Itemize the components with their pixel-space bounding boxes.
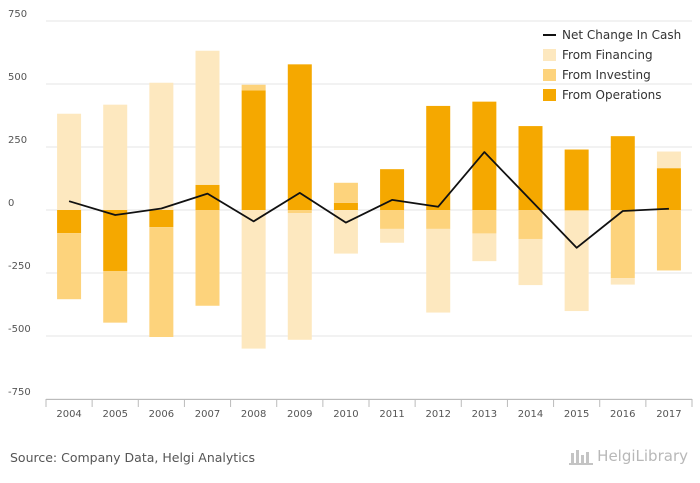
bar-from-investing-2017 <box>656 210 681 271</box>
bar-from-financing-2007 <box>195 50 220 185</box>
net-change-in-cash-line <box>68 151 669 249</box>
bar-from-investing-2012 <box>426 210 451 229</box>
x-tick-label: 2007 <box>195 409 220 420</box>
legend: Net Change In Cash From Financing From Inv… <box>543 28 681 102</box>
brand-logo[interactable]: HelgiLibrary <box>569 447 688 465</box>
bars <box>57 50 681 349</box>
bar-from-investing-2011 <box>380 210 405 229</box>
bar-from-operations-2010 <box>333 202 358 210</box>
bar-from-operations-2017 <box>656 168 681 210</box>
bar-from-financing-2014 <box>518 238 543 286</box>
x-tick-label: 2015 <box>564 409 589 420</box>
y-tick-label: 0 <box>8 198 14 209</box>
net-change-line <box>68 151 669 249</box>
bar-from-operations-2013 <box>472 101 497 210</box>
bar-from-investing-2016 <box>610 210 635 279</box>
bar-from-financing-2006 <box>149 82 174 210</box>
bar-from-investing-2010 <box>333 182 358 203</box>
legend-swatch-from-investing <box>543 69 556 81</box>
x-tick-label: 2005 <box>102 409 127 420</box>
bar-from-operations-2006 <box>149 210 174 228</box>
bar-from-investing-2015 <box>564 210 589 212</box>
bar-from-investing-2014 <box>518 210 543 239</box>
brand-name: HelgiLibrary <box>597 447 688 465</box>
bar-from-financing-2016 <box>610 278 635 285</box>
bar-from-operations-2016 <box>610 136 635 210</box>
bar-from-financing-2009 <box>287 213 312 340</box>
bar-from-financing-2013 <box>472 233 497 262</box>
bar-from-investing-2004 <box>57 233 82 300</box>
bar-from-investing-2009 <box>287 210 312 214</box>
legend-label-from-investing[interactable]: From Investing <box>562 68 651 82</box>
y-tick-label: 750 <box>8 9 27 20</box>
bar-from-financing-2012 <box>426 228 451 313</box>
x-tick-label: 2016 <box>610 409 635 420</box>
bar-from-financing-2017 <box>656 151 681 169</box>
bar-from-financing-2008 <box>241 210 266 349</box>
x-tick-label: 2004 <box>56 409 81 420</box>
legend-label-from-financing[interactable]: From Financing <box>562 48 653 62</box>
legend-swatch-from-operations <box>543 89 556 101</box>
bar-from-investing-2005 <box>103 270 128 323</box>
bar-from-operations-2008 <box>241 90 266 210</box>
bar-from-operations-2014 <box>518 126 543 210</box>
bar-from-investing-2008 <box>241 84 266 91</box>
x-tick-label: 2009 <box>287 409 312 420</box>
x-tick-label: 2017 <box>656 409 681 420</box>
x-tick-label: 2006 <box>149 409 174 420</box>
bar-from-investing-2007 <box>195 210 220 306</box>
y-tick-label: 500 <box>8 72 27 83</box>
bar-from-operations-2012 <box>426 105 451 210</box>
y-tick-label: -750 <box>8 387 31 398</box>
bar-from-financing-2015 <box>564 211 589 312</box>
bar-from-operations-2005 <box>103 210 128 271</box>
x-tick-label: 2008 <box>241 409 266 420</box>
bar-from-operations-2009 <box>287 64 312 211</box>
x-tick-label: 2012 <box>425 409 450 420</box>
source-note: Source: Company Data, Helgi Analytics <box>10 450 256 465</box>
bar-from-financing-2005 <box>103 104 128 210</box>
legend-swatch-from-financing <box>543 49 556 61</box>
y-axis: -750 -500 -250 0 250 500 750 <box>8 9 31 398</box>
legend-label-net-change-in-cash[interactable]: Net Change In Cash <box>562 28 681 42</box>
bar-from-financing-2011 <box>380 228 405 243</box>
bar-from-financing-2004 <box>57 113 82 210</box>
legend-label-from-operations[interactable]: From Operations <box>562 88 662 102</box>
y-tick-label: -250 <box>8 261 31 272</box>
bar-from-operations-2015 <box>564 149 589 210</box>
bar-from-investing-2006 <box>149 227 174 338</box>
x-axis: 2004 2005 2006 2007 2008 2009 2010 2011 2012 2013… <box>45 399 693 420</box>
library-icon <box>569 450 594 465</box>
x-tick-label: 2011 <box>379 409 404 420</box>
y-tick-label: 250 <box>8 135 27 146</box>
bar-from-investing-2013 <box>472 210 497 234</box>
x-tick-label: 2014 <box>518 409 543 420</box>
bar-from-operations-2007 <box>195 184 220 210</box>
x-tick-label: 2013 <box>472 409 497 420</box>
y-tick-label: -500 <box>8 324 31 335</box>
bar-from-operations-2004 <box>57 210 82 234</box>
x-tick-label: 2010 <box>333 409 358 420</box>
